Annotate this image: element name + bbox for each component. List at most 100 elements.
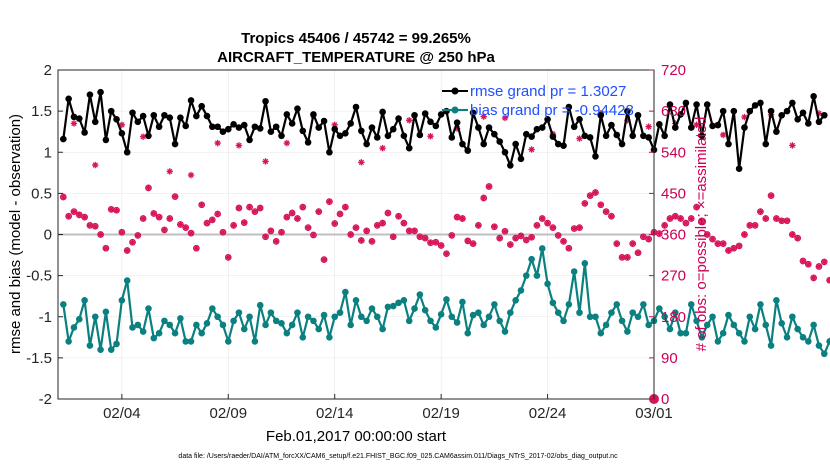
obs-assimilated-point: [411, 227, 418, 235]
obs-assimilated-point: [533, 222, 541, 229]
obs-assimilated-point: [177, 221, 184, 228]
bias-point: [815, 342, 823, 349]
rmse-point: [352, 103, 360, 111]
rmse-point: [278, 132, 285, 140]
y-right-tick-label: 630: [661, 103, 686, 120]
rmse-point: [342, 130, 349, 137]
obs-assimilated-point: [783, 217, 791, 224]
obs-assimilated-point: [358, 237, 365, 244]
y-tick-label: 1: [44, 144, 52, 161]
bias-point: [751, 325, 759, 333]
rmse-point: [161, 111, 168, 119]
obs-assimilated-point: [629, 240, 636, 247]
obs-assimilated-point: [443, 250, 450, 257]
obs-assimilated-point: [624, 254, 631, 261]
bias-point: [634, 313, 642, 321]
obs-assimilated-point: [182, 224, 189, 231]
bias-point: [326, 334, 333, 341]
obs-high-point: [501, 114, 509, 122]
obs-assimilated-point: [336, 210, 344, 218]
rmse-series: [60, 88, 828, 172]
bias-point: [315, 325, 323, 333]
rmse-point: [123, 148, 131, 156]
obs-assimilated-point: [608, 213, 615, 220]
rmse-point: [671, 124, 679, 131]
rmse-point: [267, 128, 275, 135]
obs-assimilated-point: [363, 227, 370, 235]
obs-assimilated-point: [171, 193, 179, 200]
chart-subtitle: AIRCRAFT_TEMPERATURE @ 250 hPa: [217, 49, 495, 66]
bias-point: [570, 268, 578, 275]
rmse-point: [453, 119, 461, 126]
obs-assimilated-point: [576, 224, 583, 231]
obs-assimilated-point: [485, 183, 493, 190]
x-tick-label: 02/09: [210, 405, 248, 422]
obs-assimilated-point: [416, 233, 424, 240]
obs-assimilated-point: [155, 213, 163, 221]
obs-assimilated-point: [453, 213, 461, 221]
bias-point: [443, 296, 450, 303]
rmse-point: [570, 123, 578, 131]
rmse-point: [581, 132, 589, 140]
y-right-tick-label: 90: [661, 350, 678, 367]
obs-assimilated-point: [714, 240, 722, 247]
obs-assimilated-point: [272, 238, 280, 245]
bias-point: [767, 342, 775, 349]
rmse-point: [448, 134, 456, 141]
rmse-point: [491, 130, 498, 138]
obs-assimilated-point: [826, 276, 830, 284]
bias-series: [60, 245, 830, 358]
rmse-point: [767, 107, 775, 115]
obs-assimilated-point: [677, 215, 684, 222]
bias-point: [501, 328, 509, 335]
y-right-tick-label: 720: [661, 62, 686, 79]
bias-point: [129, 324, 136, 331]
rmse-point: [60, 135, 67, 143]
bias-point: [533, 272, 541, 279]
obs-assimilated-point: [544, 219, 551, 227]
obs-assimilated-point: [395, 213, 402, 220]
rmse-point: [395, 115, 402, 122]
bias-point: [214, 313, 221, 321]
rmse-point: [294, 105, 301, 112]
y-right-tick-label: 0: [661, 391, 669, 408]
bias-point: [762, 321, 770, 329]
obs-high-point: [427, 133, 434, 140]
obs-assimilated-point: [134, 232, 142, 239]
obs-assimilated-point: [235, 204, 243, 212]
rmse-point: [384, 132, 392, 140]
rmse-point: [480, 140, 488, 148]
rmse-point: [703, 101, 711, 108]
obs-assimilated-point: [730, 245, 738, 252]
rmse-point: [682, 99, 690, 107]
rmse-point: [219, 128, 227, 135]
bias-point: [209, 305, 216, 312]
rmse-point: [405, 144, 413, 152]
rmse-point: [757, 99, 764, 107]
obs-assimilated-point: [719, 240, 727, 247]
y-right-tick-label: 540: [661, 144, 686, 161]
footnote: data file: /Users/raeder/DAI/ATM_forcXX/…: [178, 453, 618, 460]
bias-point: [304, 313, 312, 321]
obs-assimilated-point: [437, 242, 445, 249]
bias-point: [81, 297, 88, 304]
obs-assimilated-point: [602, 208, 610, 215]
bias-point: [75, 315, 83, 323]
obs-assimilated-point: [549, 224, 557, 231]
bias-point: [283, 329, 291, 337]
bias-point: [528, 255, 535, 263]
obs-assimilated-point: [789, 231, 796, 238]
bias-point: [469, 311, 477, 319]
obs-assimilated-point: [725, 247, 732, 254]
obs-assimilated-point: [92, 223, 99, 230]
obs-assimilated-point: [480, 194, 487, 202]
obs-assimilated-point: [682, 219, 690, 227]
rmse-point: [507, 162, 514, 169]
bias-point: [368, 305, 376, 312]
obs-assimilated-point: [501, 228, 509, 235]
obs-high-point: [741, 113, 748, 121]
bias-point: [224, 338, 232, 345]
rmse-point: [262, 97, 269, 105]
obs-assimilated-point: [757, 208, 764, 215]
bias-point: [65, 338, 72, 345]
